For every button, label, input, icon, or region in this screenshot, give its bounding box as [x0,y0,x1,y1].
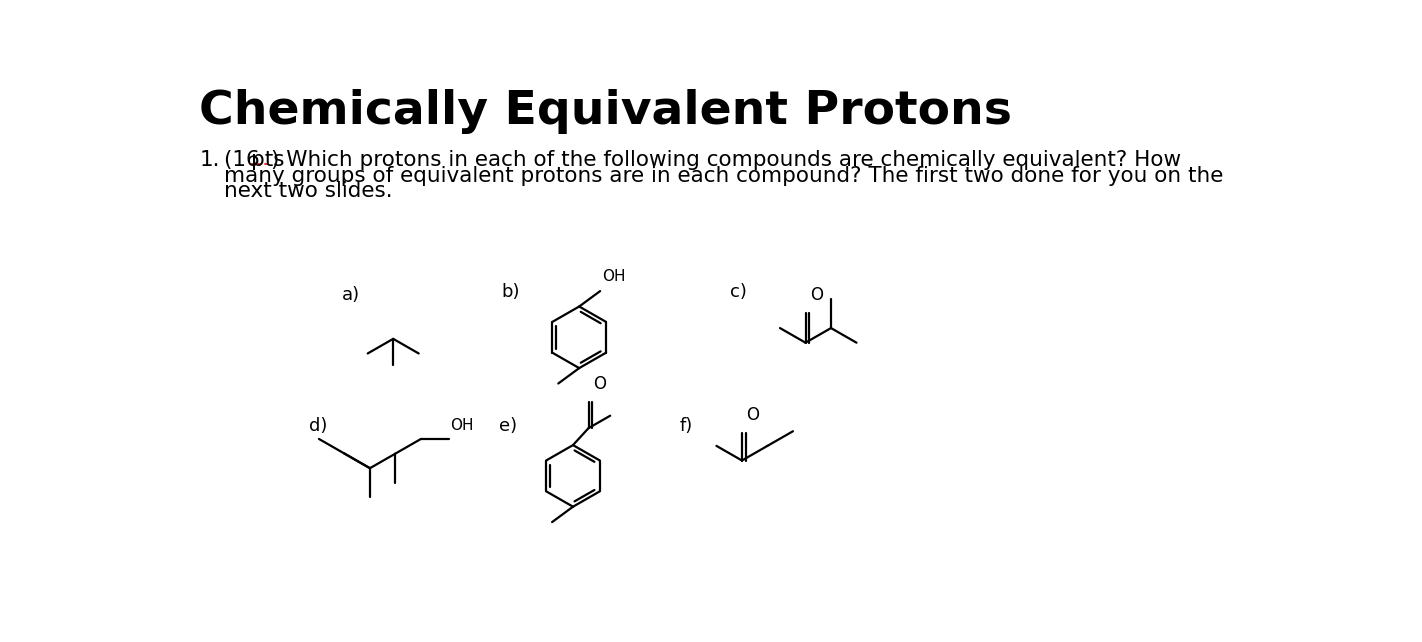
Text: f): f) [680,417,693,435]
Text: e): e) [499,417,518,435]
Text: O: O [811,286,823,304]
Text: b): b) [502,283,520,301]
Text: OH: OH [451,418,474,433]
Text: Chemically Equivalent Protons: Chemically Equivalent Protons [199,89,1012,134]
Text: next two slides.: next two slides. [225,181,392,201]
Text: O: O [593,375,606,393]
Text: many groups of equivalent protons are in each compound? The first two done for y: many groups of equivalent protons are in… [225,166,1223,186]
Text: OH: OH [602,269,626,284]
Text: 1.: 1. [199,150,220,170]
Text: (16: (16 [225,150,267,170]
Text: pts: pts [252,150,284,170]
Text: c): c) [729,283,747,301]
Text: d): d) [310,417,328,435]
Text: a): a) [343,286,360,304]
Text: O: O [747,406,759,424]
Text: ) Which protons in each of the following compounds are chemically equivalent? Ho: ) Which protons in each of the following… [270,150,1180,170]
